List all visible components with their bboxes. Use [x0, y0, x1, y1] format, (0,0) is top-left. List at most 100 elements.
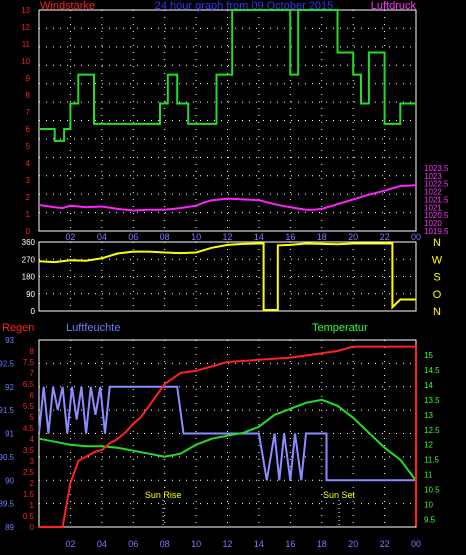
pressure-tick-label: 1020.5: [424, 211, 449, 220]
rain-tick-label: 0.5: [23, 512, 35, 521]
rain-tick-label: 4: [30, 435, 35, 444]
pressure-tick-label: 1022.5: [424, 180, 449, 189]
rain-tick-label: 6: [30, 391, 35, 400]
wind-direction-series-line: [38, 242, 416, 311]
temperature-axis-ticks: 9.5 10 10.5 11 11.5 12 12.5 13 13.5 14 14.5 15: [424, 351, 440, 525]
wind-tick-label: 0: [26, 227, 31, 236]
temperature-tick-label: 9.5: [424, 516, 436, 525]
temperature-tick-label: 14: [424, 381, 433, 390]
air-pressure-label: Luftdruck: [371, 0, 417, 12]
wind-tick-label: 8: [26, 91, 31, 100]
compass-label: S: [433, 272, 440, 284]
temperature-series-line: [38, 398, 417, 482]
wind-series-line: [39, 9, 416, 142]
x-tick-label: 12: [222, 539, 232, 549]
temperature-label: Temperatur: [312, 322, 368, 334]
x-tick-label: 14: [254, 232, 264, 242]
pressure-tick-label: 1023: [424, 172, 442, 181]
humidity-label: Luftfeuchte: [66, 322, 120, 334]
humidity-tick-label: 89.5: [0, 500, 15, 509]
humidity-tick-label: 92.5: [0, 359, 15, 368]
wind-tick-label: 3: [26, 176, 31, 185]
temperature-tick-label: 15: [424, 351, 433, 360]
temperature-tick-label: 13: [424, 411, 433, 420]
direction-tick-label: 270: [22, 255, 36, 264]
humidity-series-line: [38, 385, 416, 482]
rain-axis-ticks: 0 0.5 1 1.5 2 2.5 3 3.5 4 4.5 5 5.5 6 6.5 7 7.5 8: [23, 347, 35, 532]
x-tick-label: 12: [222, 232, 232, 242]
direction-tick-label: 0: [31, 307, 36, 316]
wind-pressure-x-ticks: 02 04 06 08 10 12 14 16 18 20 22 00: [65, 232, 421, 242]
wind-tick-label: 4: [26, 159, 31, 168]
humidity-tick-label: 90: [5, 476, 14, 485]
x-tick-label: 10: [191, 232, 201, 242]
temperature-tick-label: 10: [424, 501, 433, 510]
x-tick-label: 22: [380, 539, 390, 549]
rain-label: Regen: [2, 322, 34, 334]
rain-tick-label: 2.5: [23, 468, 35, 477]
x-tick-label: 00: [411, 539, 421, 549]
pressure-tick-label: 1019.5: [424, 227, 449, 236]
x-tick-label: 16: [285, 232, 295, 242]
temperature-tick-label: 13.5: [424, 396, 440, 405]
wind-tick-label: 11: [22, 40, 31, 49]
rain-series-line: [39, 345, 417, 528]
x-tick-label: 20: [348, 539, 358, 549]
x-tick-label: 00: [411, 232, 421, 242]
temperature-tick-label: 12: [424, 441, 433, 450]
wind-tick-label: 6: [26, 125, 31, 134]
x-tick-label: 20: [348, 232, 358, 242]
temperature-tick-label: 11.5: [424, 456, 440, 465]
x-tick-label: 14: [254, 539, 264, 549]
pressure-tick-label: 1020: [424, 219, 442, 228]
rain-tick-label: 3.5: [23, 446, 35, 455]
temperature-tick-label: 14.5: [424, 366, 440, 375]
humidity-tick-label: 91: [5, 430, 14, 439]
wind-tick-label: 9: [26, 74, 31, 83]
wind-tick-label: 5: [26, 142, 31, 151]
pressure-series-line: [38, 184, 417, 212]
wind-tick-label: 10: [21, 57, 30, 66]
compass-label: N: [433, 306, 441, 318]
x-tick-label: 08: [160, 232, 170, 242]
rain-tick-label: 7.5: [23, 358, 35, 367]
pressure-tick-label: 1022: [424, 188, 442, 197]
rain-tick-label: 3: [30, 457, 35, 466]
rain-tick-label: 6.5: [23, 380, 35, 389]
direction-tick-label: 180: [22, 273, 36, 282]
pressure-tick-label: 1023.5: [424, 164, 449, 173]
humidity-tick-label: 90.5: [0, 453, 15, 462]
compass-label: O: [433, 289, 442, 301]
rain-tick-label: 1.5: [23, 490, 35, 499]
wind-tick-label: 1: [26, 210, 31, 219]
wind-tick-label: 7: [26, 108, 31, 117]
x-tick-label: 18: [317, 539, 327, 549]
pressure-axis-ticks: 1019.510201020.510211021.510221022.51023…: [424, 164, 449, 236]
wind-tick-label: 2: [26, 193, 31, 202]
graph-title: 24 hour graph from 09 October 2015: [155, 0, 334, 12]
rain-humidity-temperature-x-ticks: 02 04 06 08 10 12 14 16 18 20 22 00: [65, 539, 421, 549]
humidity-tick-label: 91.5: [0, 406, 15, 415]
pressure-tick-label: 1021.5: [424, 195, 449, 204]
wind-tick-label: 12: [21, 23, 30, 32]
compass-label: W: [432, 254, 443, 266]
rain-tick-label: 5: [30, 413, 35, 422]
x-tick-label: 10: [191, 539, 201, 549]
humidity-tick-label: 89: [5, 523, 14, 532]
rain-tick-label: 0: [30, 523, 35, 532]
x-tick-label: 02: [65, 539, 75, 549]
rain-tick-label: 5.5: [23, 402, 35, 411]
temperature-tick-label: 11: [424, 471, 433, 480]
x-tick-label: 08: [160, 539, 170, 549]
temperature-tick-label: 10.5: [424, 486, 440, 495]
wind-pressure-plot-frame: [38, 9, 417, 232]
rain-tick-label: 8: [30, 347, 35, 356]
temperature-tick-label: 12.5: [424, 426, 440, 435]
wind-strength-label: Windstärke: [40, 0, 95, 12]
